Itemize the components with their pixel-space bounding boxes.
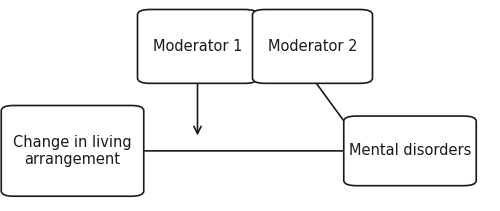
Text: Moderator 2: Moderator 2 [268, 39, 357, 54]
FancyBboxPatch shape [344, 116, 476, 186]
Text: Mental disorders: Mental disorders [349, 143, 471, 158]
Text: Change in living
arrangement: Change in living arrangement [13, 135, 132, 167]
FancyBboxPatch shape [252, 9, 372, 83]
Text: Moderator 1: Moderator 1 [153, 39, 242, 54]
FancyBboxPatch shape [138, 9, 258, 83]
FancyBboxPatch shape [1, 106, 144, 196]
